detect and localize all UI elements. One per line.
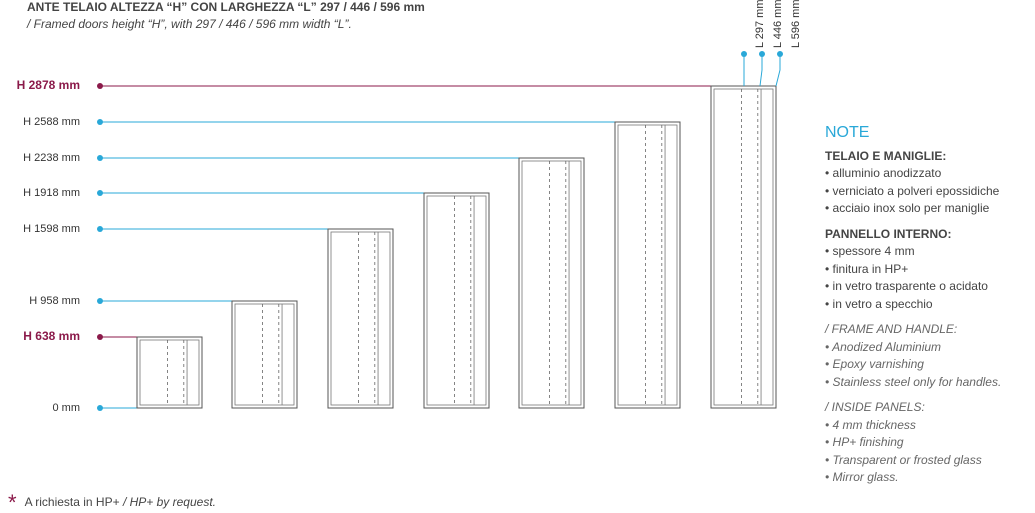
title: ANTE TELAIO ALTEZZA “H” CON LARGHEZZA “L… (27, 0, 425, 14)
notes-item: • Anodized Aluminium (825, 339, 942, 354)
notes-item: • HP+ finishing (825, 435, 904, 449)
door-inner (713, 88, 774, 406)
notes-item: • spessore 4 mm (825, 244, 915, 258)
door-frame (614, 121, 681, 409)
footer-text-en: / HP+ by request. (122, 495, 216, 510)
notes: NOTE TELAIO E MANIGLIE: • alluminio anodiz… (825, 124, 1035, 495)
notes-item: • alluminio anodizzato (825, 166, 942, 180)
notes-section: / INSIDE PANELS: • 4 mm thickness • HP+ fi… (825, 399, 1035, 487)
notes-item: • Epoxy varnishing (825, 357, 924, 371)
diagram: H 2878 mm H 2588 mm H 2238 mm H 1918 mm H 15… (17, 0, 802, 414)
notes-section: / FRAME AND HANDLE: • Anodized Aluminium •… (825, 321, 1035, 391)
height-label: H 638 mm (23, 329, 80, 343)
door-inner (330, 231, 391, 406)
notes-item: • in vetro trasparente o acidato (825, 279, 988, 293)
notes-item: • 4 mm thickness (825, 417, 916, 432)
subtitle: / Framed doors height “H”, with 297 / 44… (27, 17, 352, 31)
notes-item: • acciaio inox solo per maniglie (825, 201, 990, 215)
door-frame (327, 228, 394, 409)
width-line (775, 54, 781, 87)
asterisk: * (8, 490, 17, 513)
footer: * A richiesta in HP+ / HP+ by request. (8, 490, 216, 513)
notes-section: PANNELLO INTERNO: • spessore 4 mm • finitu… (825, 226, 1035, 314)
notes-item: • Mirror glass. (825, 470, 899, 484)
notes-heading: / FRAME AND HANDLE: (825, 322, 958, 336)
notes-item: • verniciato a polveri epossidiche (825, 183, 1000, 198)
door-inner (617, 124, 678, 406)
notes-item: • Transparent or frosted glass (825, 452, 982, 467)
notes-section: TELAIO E MANIGLIE: • alluminio anodizzato… (825, 148, 1035, 218)
width-label: L 596 mm (790, 0, 802, 48)
notes-heading: TELAIO E MANIGLIE: (825, 148, 947, 163)
notes-item: • finitura in HP+ (825, 261, 909, 276)
door-inner (426, 195, 487, 406)
height-label: H 1598 mm (23, 223, 80, 235)
door-frame (231, 300, 298, 409)
width-label: L 446 mm (772, 0, 784, 48)
door-frame (518, 157, 585, 409)
width-line (759, 54, 763, 87)
height-label: 0 mm (53, 402, 81, 414)
notes-heading: / INSIDE PANELS: (825, 400, 925, 414)
door-frame (423, 192, 490, 409)
door-inner (234, 303, 295, 406)
door-inner (521, 160, 582, 406)
notes-item: • Stainless steel only for handles. (825, 374, 1002, 389)
height-label: H 2238 mm (23, 152, 80, 164)
door-frame (136, 336, 203, 409)
height-label: H 2878 mm (17, 78, 80, 92)
height-label: H 2588 mm (23, 116, 80, 128)
width-label: L 297 mm (754, 0, 766, 48)
notes-heading: PANNELLO INTERNO: (825, 226, 952, 241)
notes-item: • in vetro a specchio (825, 296, 933, 311)
door-inner (139, 339, 200, 406)
footer-text: A richiesta in HP+ (24, 495, 120, 510)
height-label: H 958 mm (29, 295, 80, 307)
door-frame (710, 85, 777, 409)
height-label: H 1918 mm (23, 187, 80, 199)
notes-title: NOTE (825, 124, 870, 141)
